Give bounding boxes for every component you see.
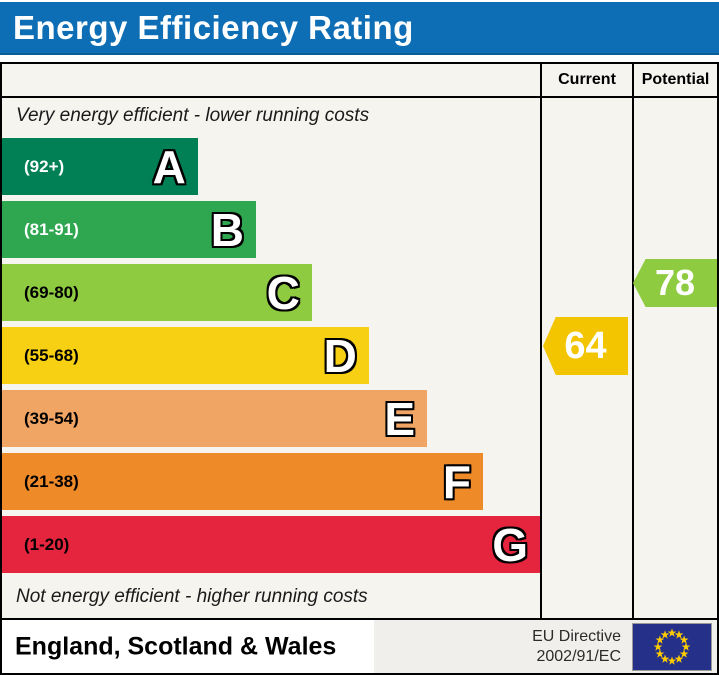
column-divider-current	[540, 64, 542, 618]
band-letter: D	[323, 329, 357, 382]
band-bar-d: (55-68) D	[2, 327, 369, 384]
column-divider-potential	[632, 64, 634, 618]
chart-body: Very energy efficient - lower running co…	[2, 98, 717, 618]
rating-bands: (92+) A (81-91) B (69-80) C (55-68) D (39-54) E (2…	[2, 138, 540, 579]
band-letter: G	[492, 518, 528, 571]
band-bar-g: (1-20) G	[2, 516, 540, 573]
band-letter: B	[210, 203, 244, 256]
band-range-label: (69-80)	[24, 282, 79, 302]
band-letter: A	[152, 140, 186, 193]
eu-directive-line2: 2002/91/EC	[536, 647, 621, 665]
column-header-current: Current	[558, 71, 616, 88]
band-range-label: (39-54)	[24, 408, 79, 428]
title-bar: Energy Efficiency Rating	[0, 2, 719, 55]
band-bar-b: (81-91) B	[2, 201, 256, 258]
band-row-b: (81-91) B	[2, 201, 540, 264]
band-range-label: (1-20)	[24, 534, 70, 554]
eu-directive-line1: EU Directive	[532, 627, 621, 645]
bottom-note: Not energy efficient - higher running co…	[16, 586, 368, 607]
band-row-f: (21-38) F	[2, 453, 540, 516]
band-letter: E	[384, 392, 416, 445]
band-range-label: (21-38)	[24, 471, 79, 491]
band-row-g: (1-20) G	[2, 516, 540, 579]
band-letter: C	[266, 266, 300, 319]
potential-rating-value: 78	[654, 262, 696, 303]
band-letter: F	[442, 455, 471, 508]
band-range-label: (81-91)	[24, 219, 79, 239]
current-rating-tag: 64	[543, 317, 628, 375]
eu-flag-icon	[632, 623, 712, 671]
top-note: Very energy efficient - lower running co…	[16, 105, 370, 126]
band-row-e: (39-54) E	[2, 390, 540, 453]
column-header-potential: Potential	[641, 71, 710, 88]
band-range-label: (55-68)	[24, 345, 79, 365]
potential-rating-tag: 78	[633, 259, 717, 307]
table-header-row: Current Potential	[2, 64, 717, 98]
footer: England, Scotland & Wales EU Directive 2…	[0, 620, 719, 675]
band-row-a: (92+) A	[2, 138, 540, 201]
band-row-c: (69-80) C	[2, 264, 540, 327]
current-rating-value: 64	[564, 324, 607, 367]
band-row-d: (55-68) D	[2, 327, 540, 390]
region-label: England, Scotland & Wales	[15, 632, 337, 660]
band-bar-c: (69-80) C	[2, 264, 312, 321]
band-range-label: (92+)	[24, 156, 65, 176]
band-bar-a: (92+) A	[2, 138, 198, 195]
band-bar-e: (39-54) E	[2, 390, 428, 447]
page-title: Energy Efficiency Rating	[13, 8, 414, 46]
band-bar-f: (21-38) F	[2, 453, 483, 510]
eu-directive-label: EU Directive 2002/91/EC	[532, 627, 621, 667]
energy-rating-chart: Current Potential Very energy efficient …	[0, 62, 719, 620]
